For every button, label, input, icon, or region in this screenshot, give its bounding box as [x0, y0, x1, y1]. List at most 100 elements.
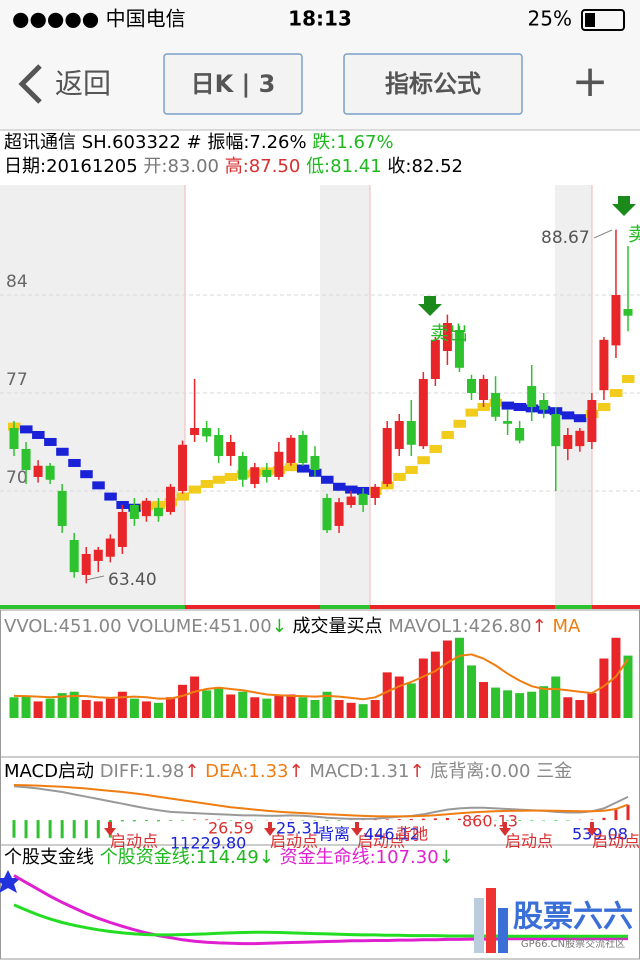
candle-body [9, 427, 19, 449]
candle-body [322, 497, 332, 531]
volume-bar [298, 697, 308, 718]
back-button[interactable]: 返回 [55, 67, 111, 100]
volume-bar [9, 697, 19, 718]
volume-bar [153, 702, 163, 718]
volume-bar [442, 640, 452, 718]
panel-legend-part: ↑ [532, 616, 547, 637]
candle-body [238, 455, 248, 480]
ma-segment [20, 425, 33, 434]
candle-body [551, 413, 561, 447]
candle-body [346, 496, 356, 505]
candle-body [214, 434, 224, 456]
watermark-subtitle: GP66.CN股票交流社区 [521, 937, 625, 950]
candle-body [575, 430, 585, 447]
y-tick-label: 70 [6, 468, 28, 488]
candle-body [382, 427, 392, 484]
volume-bar [190, 676, 200, 718]
volume-bar [563, 697, 573, 718]
ma-segment [429, 444, 442, 453]
ma-segment [393, 472, 406, 481]
volume-bar [479, 682, 489, 718]
panel-legend: MACD启动 DIFF:1.98↑ DEA:1.33↑ MACD:1.31↑ 底… [4, 761, 572, 782]
ma-segment [92, 481, 105, 490]
volume-bar [286, 694, 296, 718]
start-arrow [104, 822, 116, 836]
volume-bar [430, 651, 440, 718]
period-button[interactable]: 日K | 3 [191, 70, 276, 98]
info-line: 日期:20161205 开:83.00 高:87.50 低:81.41 收:82… [4, 156, 463, 177]
panel-legend-part: 个股资金线:114.49 [94, 847, 259, 868]
ma-segment [333, 482, 346, 491]
panel-legend-part: 资金生命线:107.30 [274, 847, 439, 868]
volume-bar [358, 704, 368, 718]
volume-bar [418, 658, 428, 718]
volume-bar [454, 637, 464, 718]
volume-bar [310, 700, 320, 718]
ma-segment [513, 402, 527, 411]
panel-legend-part: ↑ [409, 761, 424, 782]
volume-bar [93, 701, 103, 718]
panel-legend-part: ↑ [184, 761, 199, 782]
volume-bar [117, 691, 127, 718]
panel-legend-part: DIFF:1.98 [94, 761, 184, 782]
volume-bar [575, 700, 585, 718]
macd-annotation: 启动点 [357, 832, 405, 851]
formula-button[interactable]: 指标公式 [385, 70, 481, 98]
ma-segment [296, 464, 310, 473]
info-line-part: 日期:20161205 [4, 156, 143, 177]
ma-segment [441, 430, 454, 439]
volume-bar [334, 700, 344, 718]
volume-bar [394, 676, 404, 718]
ma-segment [284, 463, 298, 472]
battery-icon [581, 9, 625, 31]
high-marker [593, 229, 613, 239]
ma-segment [345, 485, 358, 494]
candle-body [310, 455, 320, 470]
candle-body [178, 444, 188, 491]
candle-body [274, 451, 284, 477]
panel-legend-part: MAVOL1:426.80 [388, 616, 531, 637]
candle-body [129, 504, 139, 519]
macd-annotation: 启动点 [270, 832, 318, 851]
ma-segment [224, 472, 238, 481]
macd-annotation: 539.08 [572, 825, 628, 844]
start-arrow [351, 822, 363, 836]
macd-annotation: 背离 [318, 825, 350, 844]
candle-body [262, 469, 272, 477]
start-arrow [586, 822, 598, 836]
band [320, 185, 370, 607]
macd-annotation: 背驰 [396, 825, 428, 844]
period-button-bg[interactable] [163, 53, 303, 115]
ma-segment [597, 402, 611, 411]
panel-legend-part: 三金 [530, 761, 572, 782]
annotation: 88.67 [541, 228, 590, 248]
volume-bar [250, 697, 260, 718]
candle-body [141, 500, 151, 517]
back-arrow[interactable] [18, 64, 42, 104]
candle-body [503, 420, 513, 424]
volume-bar [623, 655, 633, 718]
candle-body [539, 399, 549, 410]
macd-line [13, 784, 629, 818]
volume-bar [539, 686, 549, 718]
candle-body [45, 465, 55, 480]
candle-body [527, 385, 537, 407]
info-line-part: 低:81.41 [306, 156, 387, 177]
battery-fill [585, 13, 595, 27]
annotation: 63.40 [108, 570, 157, 590]
candle-body [286, 437, 296, 463]
panel-legend-part: MA [547, 616, 581, 637]
star-icon [0, 870, 21, 893]
add-button[interactable]: + [572, 56, 609, 107]
candle-body [81, 553, 91, 575]
formula-button-bg[interactable] [343, 53, 523, 115]
annotation: 卖出 [430, 323, 468, 345]
volume-bar [346, 702, 356, 718]
volume-bar [466, 665, 476, 718]
candle-body [57, 490, 67, 526]
candle-body [515, 427, 525, 441]
volume-bar [599, 658, 609, 718]
panel-legend-part: VVOL:451.00 VOLUME:451.00 [4, 616, 272, 637]
panel-legend: 个股支金线 个股资金线:114.49↓ 资金生命线:107.30↓ [4, 847, 454, 868]
start-arrow [264, 822, 276, 836]
